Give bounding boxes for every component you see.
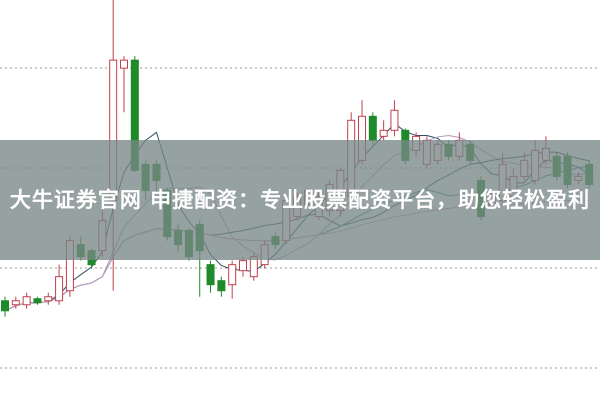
candle-down — [33, 298, 42, 304]
candle-up — [22, 296, 31, 306]
candle-up — [120, 59, 128, 69]
banner-text: 大牛证券官网 申捷配资：专业股票配资平台，助您轻松盈利 — [9, 188, 591, 212]
candle-down — [206, 264, 215, 286]
candle-up — [11, 300, 20, 306]
candle-down — [368, 115, 377, 141]
candle-up — [390, 109, 399, 131]
candle-up — [55, 276, 64, 302]
candle-up — [228, 264, 237, 286]
caption-banner: 大牛证券官网 申捷配资：专业股票配资平台，助您轻松盈利 — [0, 140, 600, 260]
candle-down — [1, 300, 9, 312]
candle-up — [379, 129, 388, 137]
candle-down — [217, 280, 226, 292]
candle-up — [239, 260, 247, 272]
candle-up — [44, 296, 53, 302]
